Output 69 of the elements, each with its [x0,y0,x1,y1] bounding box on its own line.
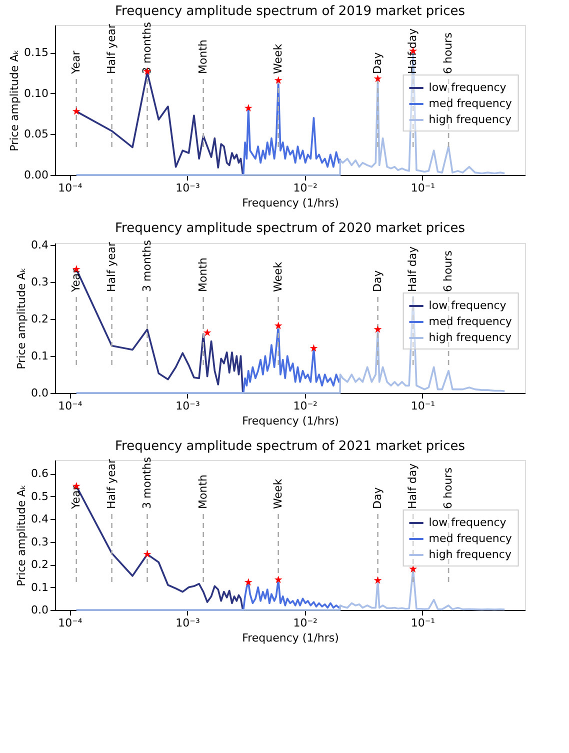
legend-label: low frequency [428,299,507,312]
ref-line-label: Day [370,52,384,74]
legend-label: med frequency [428,315,512,328]
x-tick-label: 10⁻³ [176,182,200,194]
y-tick-label: 0.5 [31,490,48,503]
y-tick-label: 0.3 [31,535,48,548]
legend-label: high frequency [428,331,512,344]
ref-line-label: Half day [406,462,420,509]
ref-line-label: 6 hours [442,250,455,292]
ref-line-label: Day [370,270,384,292]
x-tick-label: 10⁻⁴ [58,182,83,194]
x-tick-label: 10⁻¹ [410,182,436,194]
legend-label: med frequency [428,532,512,545]
ref-line-label: Half day [406,28,420,74]
y-tick-label: 0.10 [24,86,48,100]
x-tick-label: 10⁻³ [176,400,200,412]
x-axis-title: Frequency (1/hrs) [242,414,339,428]
x-tick-label: 10⁻² [293,616,318,630]
ref-line-label: Half day [406,246,420,292]
legend-label: low frequency [428,516,507,529]
chart-title: Frequency amplitude spectrum of 2019 market prices [114,4,466,20]
y-tick-label: 0.0 [31,604,48,616]
chart-title: Frequency amplitude spectrum of 2021 market prices [114,439,466,454]
y-tick-label: 0.0 [31,386,48,400]
y-axis-title: Price amplitude Aₖ [15,268,28,370]
y-axis-title: Price amplitude Aₖ [8,50,22,152]
x-tick-label: 10⁻² [293,400,318,412]
ref-line-label: Week [271,478,284,509]
y-tick-label: 0.15 [24,46,48,60]
ref-line-label: Week [271,261,284,292]
ref-line-label: Month [196,474,210,509]
y-tick-label: 0.1 [31,350,48,363]
y-tick-label: 0.2 [31,312,48,326]
y-tick-label: 0.05 [24,128,48,141]
legend-label: high frequency [428,113,512,126]
legend-label: low frequency [428,81,507,94]
ref-line-label: 3 months [140,240,154,292]
x-axis-title: Frequency (1/hrs) [242,196,339,210]
y-tick-label: 0.2 [31,558,48,572]
x-tick-label: 10⁻³ [176,616,200,630]
ref-line-label: Half year [104,458,118,509]
legend-label: med frequency [428,97,512,110]
y-tick-label: 0.1 [31,580,48,594]
ref-line-label: 6 hours [442,32,455,74]
ref-line-label: Year [69,268,82,293]
y-tick-label: 0.4 [31,238,48,252]
chart-title: Frequency amplitude spectrum of 2020 market prices [114,221,466,236]
x-tick-label: 10⁻² [293,182,318,194]
y-tick-label: 0.4 [31,512,48,526]
ref-line-label: Half year [104,242,118,292]
x-axis-title: Frequency (1/hrs) [242,632,339,644]
y-axis-title: Price amplitude Aₖ [15,484,28,586]
legend-label: high frequency [428,548,512,561]
y-tick-label: 0.00 [24,168,48,182]
ref-line-label: 6 hours [442,467,455,509]
ref-line-label: Half year [104,24,118,74]
x-tick-label: 10⁻⁴ [58,616,83,630]
ref-line-label: Week [271,43,284,74]
y-tick-label: 0.3 [31,276,48,289]
x-tick-label: 10⁻¹ [410,400,436,412]
ref-line-label: 3 months [140,456,154,509]
ref-line-label: Month [196,39,210,74]
ref-line-label: Year [69,485,82,510]
x-tick-label: 10⁻¹ [410,616,436,630]
ref-line-label: Month [196,257,210,292]
y-tick-label: 0.6 [31,467,48,480]
x-tick-label: 10⁻⁴ [58,400,83,412]
ref-line-label: Year [69,50,82,75]
ref-line-label: Day [370,486,384,509]
